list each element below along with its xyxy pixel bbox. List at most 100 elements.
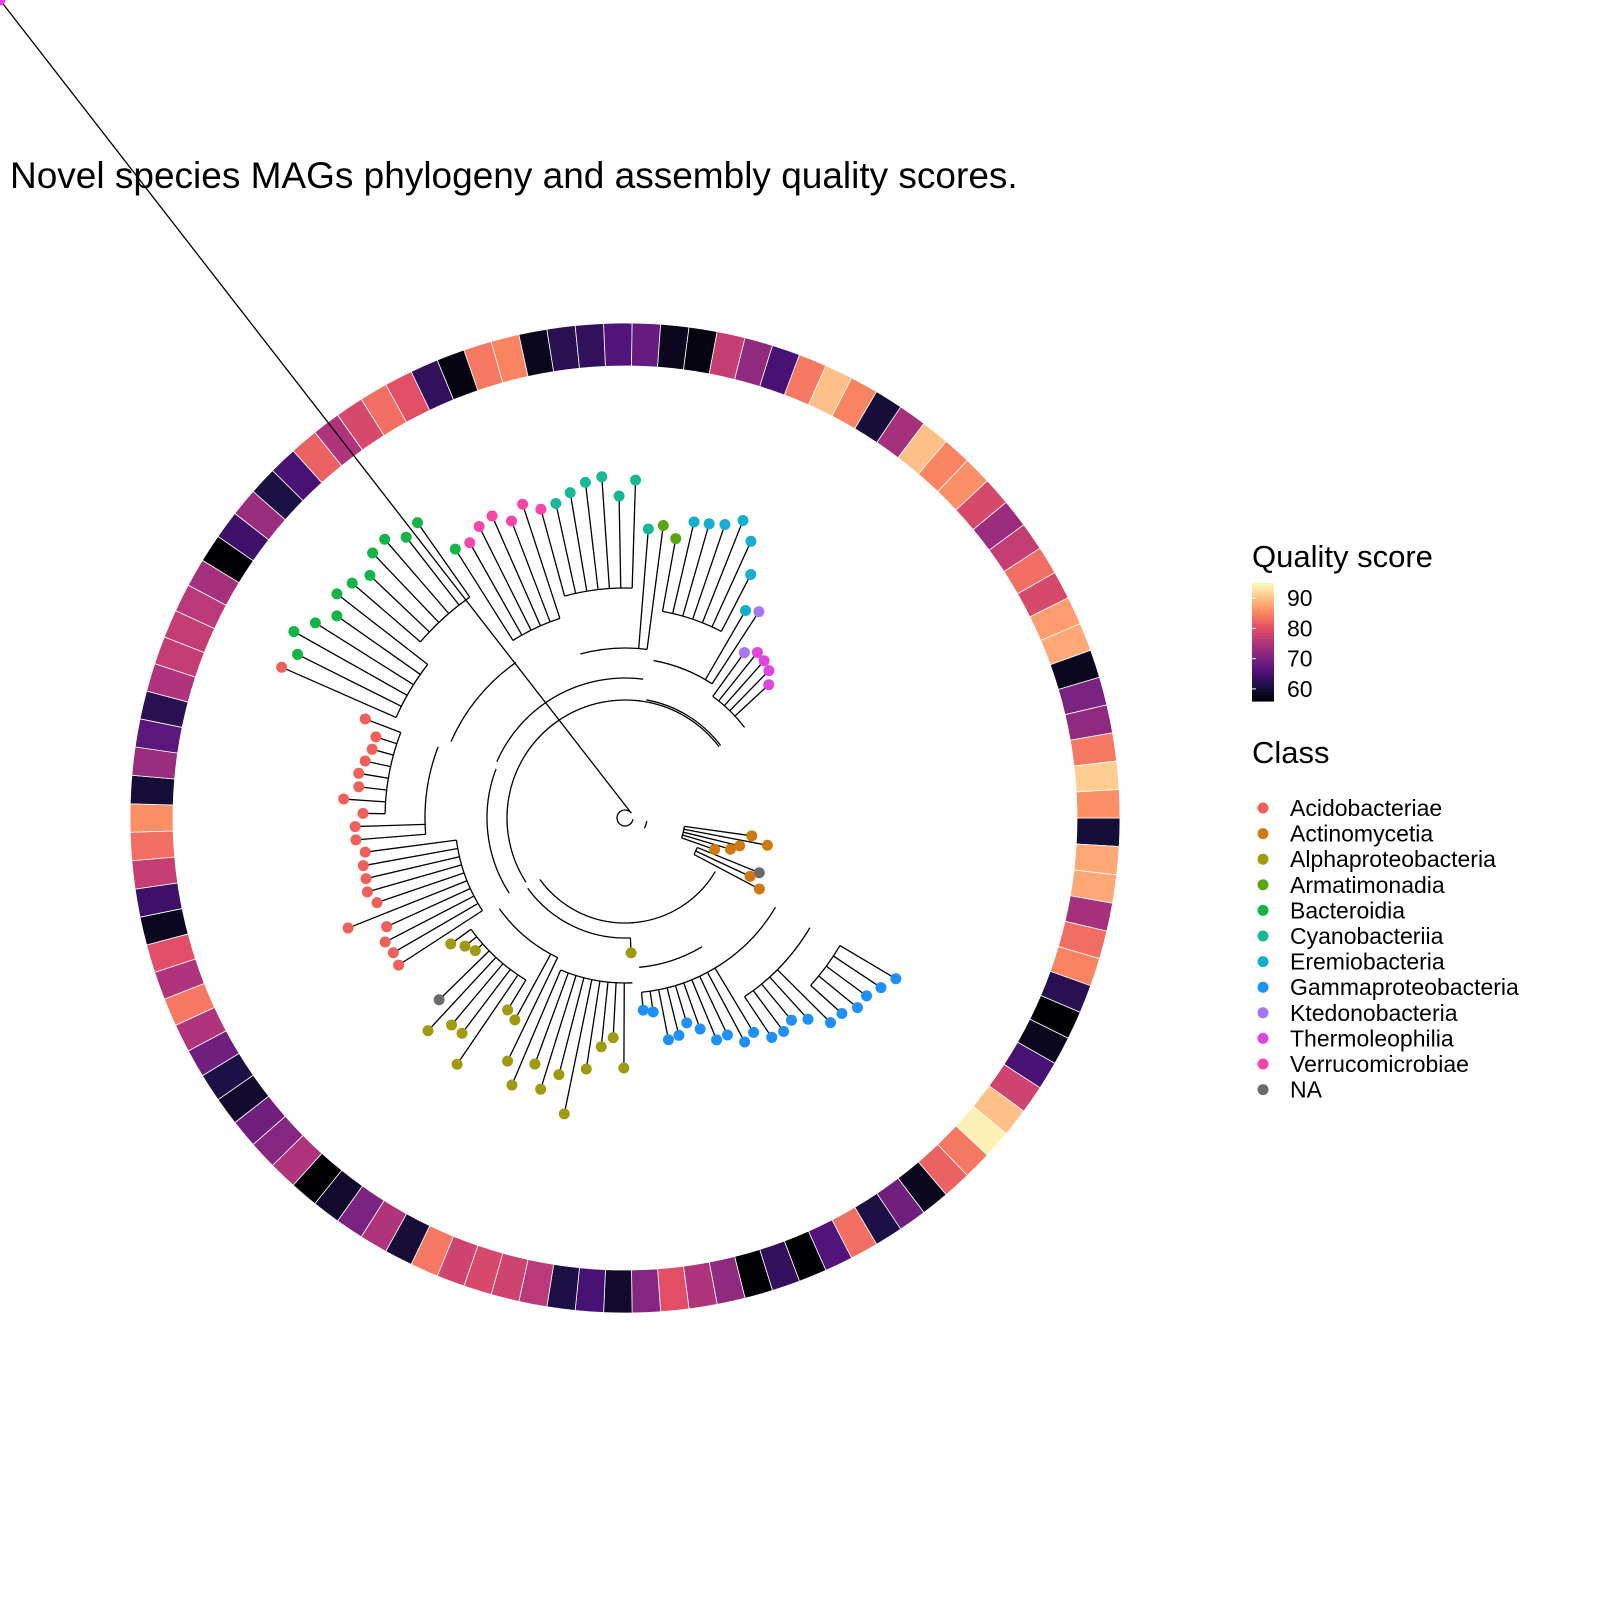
tip-point <box>469 945 481 957</box>
class-legend-label: Ktedonobacteria <box>1290 1000 1458 1026</box>
branch <box>563 979 593 1114</box>
class-legend-key <box>1257 1058 1269 1070</box>
tip-point <box>342 922 354 934</box>
tip-point <box>753 883 765 895</box>
clade-arc <box>486 768 510 894</box>
branch <box>691 979 718 1041</box>
clade-arc <box>527 887 631 939</box>
branch <box>355 833 426 841</box>
tip-point <box>724 843 736 855</box>
tip-point <box>550 498 562 510</box>
tip-point <box>357 807 369 819</box>
branch <box>714 967 755 1033</box>
tip-point <box>709 843 721 855</box>
tip-point <box>509 1014 521 1026</box>
colorbar-segment <box>1252 621 1274 625</box>
branch <box>692 524 726 620</box>
quality-cell <box>574 1267 606 1313</box>
class-legend-key <box>1257 1084 1269 1096</box>
quality-cell <box>129 830 176 862</box>
colorbar-tick-label: 70 <box>1287 646 1313 672</box>
tip-point <box>694 1023 706 1035</box>
clade-arc <box>450 662 517 742</box>
tip-point <box>851 1002 863 1014</box>
branch <box>712 652 745 697</box>
branch <box>776 969 831 1024</box>
clade-arc <box>419 596 471 643</box>
tip-point <box>607 1032 619 1044</box>
tip-point <box>346 577 358 589</box>
class-legend-label: Verrucomicrobiae <box>1290 1051 1469 1077</box>
tip-point <box>331 588 343 600</box>
tip-point <box>451 1058 463 1070</box>
class-legend-key <box>1257 981 1269 993</box>
tip-point <box>740 604 752 616</box>
quality-cell <box>631 322 662 368</box>
tip-point <box>529 1058 541 1070</box>
colorbar-segment <box>1252 653 1274 658</box>
tip-point <box>459 940 471 952</box>
branch <box>706 972 746 1043</box>
branch <box>682 834 731 850</box>
branch <box>507 979 527 1011</box>
quality-score-ring <box>129 322 1121 1314</box>
tip-point <box>753 606 765 618</box>
class-legend-key <box>1257 879 1269 891</box>
tip-point <box>745 569 757 581</box>
branch <box>682 523 710 617</box>
branch <box>638 528 649 649</box>
branch <box>674 985 688 1024</box>
tip-point <box>506 515 518 527</box>
branch <box>343 798 386 803</box>
tip-point <box>364 569 376 581</box>
quality-colorbar <box>1252 583 1274 702</box>
branch <box>469 542 523 636</box>
tip-point <box>379 936 391 948</box>
clade-arc <box>580 647 648 655</box>
tip-point <box>517 498 529 510</box>
branch <box>729 670 770 712</box>
quality-cell <box>1075 789 1121 819</box>
tip-point <box>751 646 763 658</box>
colorbar-segment <box>1252 633 1274 637</box>
branch <box>734 684 770 717</box>
branch <box>569 492 588 592</box>
clade-arc <box>395 664 429 718</box>
clade-arc <box>564 587 633 597</box>
branch <box>658 989 670 1040</box>
tip-point <box>338 793 350 805</box>
colorbar-segment <box>1252 630 1274 634</box>
colorbar-segment <box>1252 692 1274 696</box>
colorbar-segment <box>1252 597 1274 602</box>
tip-point <box>292 648 304 660</box>
branch <box>478 526 532 631</box>
tip-point <box>642 523 654 535</box>
clade-arc <box>643 820 648 829</box>
tip-point <box>381 921 393 933</box>
tip-point <box>703 518 715 530</box>
branch <box>336 615 421 675</box>
branch <box>510 520 551 623</box>
branch <box>534 972 569 1065</box>
colorbar-segment <box>1252 695 1274 699</box>
branch <box>405 536 460 606</box>
tip-point <box>535 503 547 515</box>
branch <box>365 856 460 880</box>
tip-point <box>400 531 412 543</box>
class-legend-key <box>1257 828 1269 840</box>
tip-point <box>553 1069 565 1081</box>
branch <box>384 538 450 614</box>
tip-point <box>734 840 746 852</box>
tip-point <box>456 1027 468 1039</box>
tip-point <box>473 520 485 532</box>
tip-point <box>618 1062 630 1074</box>
branch <box>398 910 483 966</box>
tip-point <box>558 1108 570 1120</box>
colorbar-segment <box>1252 683 1274 687</box>
tip-point <box>637 1004 649 1016</box>
colorbar-segment <box>1252 698 1274 702</box>
branch <box>355 823 426 828</box>
tip-point <box>367 547 379 559</box>
tip-point <box>359 755 371 767</box>
branch <box>540 509 566 597</box>
